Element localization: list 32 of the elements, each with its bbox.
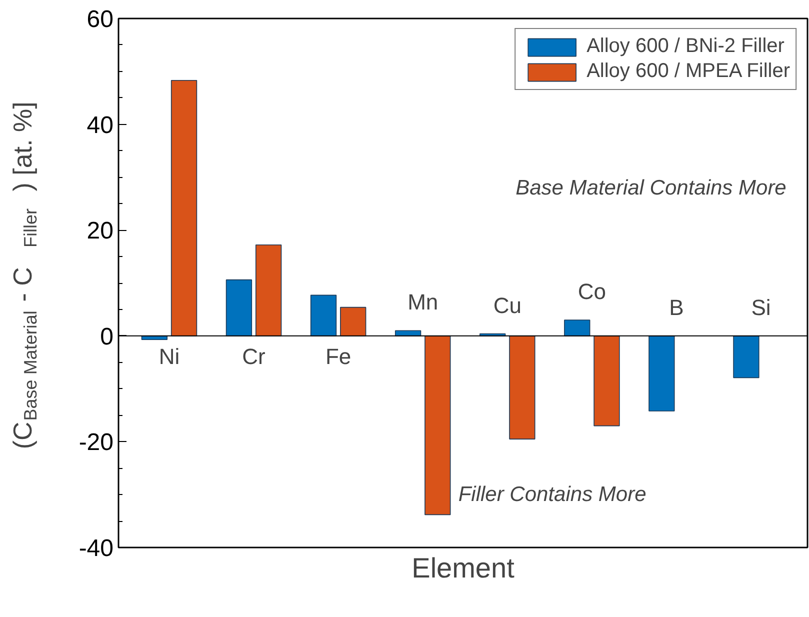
bar bbox=[733, 336, 760, 378]
bar bbox=[226, 279, 252, 336]
bar bbox=[170, 80, 198, 336]
y-axis-title: (CBase Material - CFiller) [at. %] bbox=[8, 102, 40, 450]
x-tick-label: Co bbox=[578, 279, 606, 304]
y-tick-label: 0 bbox=[100, 323, 114, 350]
legend-label: Alloy 600 / MPEA Filler bbox=[586, 60, 790, 83]
bar bbox=[648, 336, 675, 412]
bar bbox=[310, 294, 337, 336]
x-tick-label: Mn bbox=[408, 290, 438, 315]
annotation: Filler Contains More bbox=[458, 483, 646, 506]
y-tick-label: 40 bbox=[86, 112, 114, 139]
x-tick-label: Fe bbox=[325, 344, 352, 369]
bar bbox=[255, 244, 282, 336]
x-axis-title: Element bbox=[412, 552, 515, 584]
legend-label: Alloy 600 / BNi-2 Filler bbox=[586, 35, 784, 58]
x-tick-label: B bbox=[669, 295, 684, 320]
annotation: Base Material Contains More bbox=[516, 176, 786, 200]
bar bbox=[394, 330, 422, 336]
bar bbox=[564, 320, 590, 336]
x-tick-label: Ni bbox=[158, 344, 180, 369]
x-tick-label: Si bbox=[751, 295, 771, 320]
x-tick-label: Cr bbox=[242, 344, 266, 369]
x-tick-label: Cu bbox=[493, 292, 522, 318]
y-tick-label: 20 bbox=[86, 218, 114, 245]
bar bbox=[509, 336, 536, 440]
bar bbox=[424, 336, 451, 516]
y-tick-label: 60 bbox=[86, 6, 114, 33]
bar bbox=[594, 336, 620, 426]
y-tick-label: -40 bbox=[78, 535, 114, 562]
y-tick-label: -20 bbox=[78, 429, 114, 456]
bar bbox=[340, 306, 366, 336]
